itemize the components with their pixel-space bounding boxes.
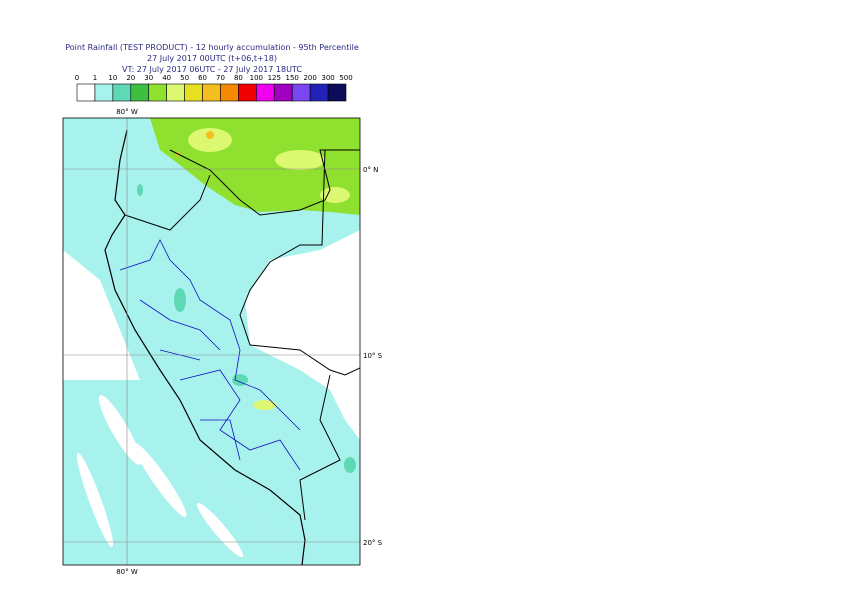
colorbar-box [291, 83, 311, 102]
lon-label: 80° W [116, 108, 138, 116]
title-line: VT: 27 July 2017 06UTC - 27 July 2017 18… [122, 65, 302, 74]
colorbar-label: 70 [216, 74, 225, 82]
dry-streaks [76, 395, 243, 558]
lat-label: 20° S [363, 539, 383, 547]
colorbar-box [220, 83, 239, 102]
colorbar-label: 100 [250, 74, 263, 82]
lon-label: 80° W [116, 568, 138, 576]
colorbar-box [76, 83, 96, 102]
colorbar-box [148, 83, 167, 102]
region-borders [119, 239, 301, 471]
coastline [104, 129, 306, 565]
colorbar-box [130, 83, 150, 102]
colorbar-box [309, 83, 329, 102]
country-borders [124, 149, 360, 521]
colorbar-label: 150 [286, 74, 299, 82]
colorbar-label: 1 [93, 74, 97, 82]
colorbar-box [256, 83, 275, 102]
colorbar-label: 30 [144, 74, 153, 82]
colorbar-label: 50 [180, 74, 189, 82]
colorbar-label: 125 [268, 74, 281, 82]
colorbar-label: 60 [198, 74, 207, 82]
title-line: 27 July 2017 00UTC (t+06,t+18) [147, 54, 277, 63]
colorbar: 0 1 10 20 30 40 50 60 70 80 100 125 150 200 300 500 [75, 74, 353, 102]
colorbar-box [273, 83, 293, 102]
lat-label: 0° N [363, 166, 378, 174]
colorbar-box [202, 83, 221, 102]
title-line: Point Rainfall (TEST PRODUCT) - 12 hourl… [65, 43, 359, 52]
colorbar-box [184, 83, 203, 102]
colorbar-box [327, 83, 347, 102]
colorbar-box [94, 83, 114, 102]
colorbar-label: 20 [126, 74, 135, 82]
map-area [63, 118, 360, 565]
colorbar-label: 0 [75, 74, 79, 82]
colorbar-box [238, 83, 257, 102]
rain-teal [137, 184, 356, 473]
colorbar-label: 40 [162, 74, 171, 82]
colorbar-label: 300 [321, 74, 334, 82]
colorbar-label: 500 [339, 74, 352, 82]
colorbar-label: 80 [234, 74, 243, 82]
rain-yellow [188, 128, 350, 410]
map-frame [62, 117, 361, 566]
lat-label: 10° S [363, 352, 383, 360]
colorbar-label: 10 [108, 74, 117, 82]
colorbar-label: 200 [303, 74, 316, 82]
colorbar-box [112, 83, 132, 102]
colorbar-box [166, 83, 185, 102]
